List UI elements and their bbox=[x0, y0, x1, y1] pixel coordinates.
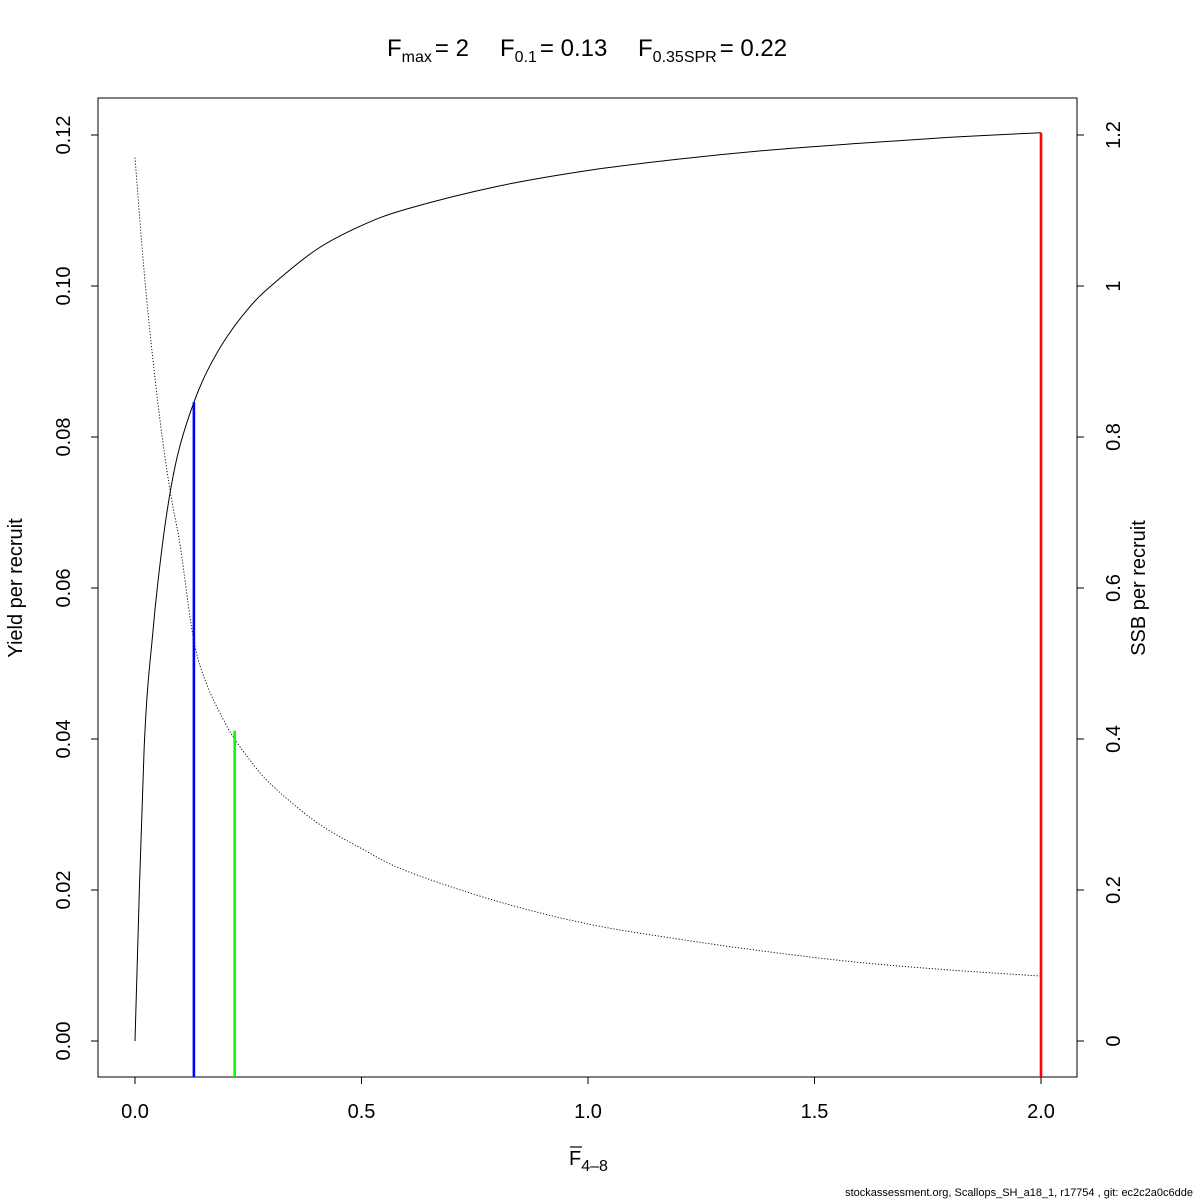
x-axis-title: F4–8 bbox=[569, 1148, 608, 1175]
y-right-tick-label: 0 bbox=[1103, 1035, 1125, 1046]
y-right-tick-label: 0.2 bbox=[1103, 876, 1125, 904]
y-left-tick-label: 0.06 bbox=[53, 569, 75, 608]
y-left-tick-label: 0.00 bbox=[53, 1022, 75, 1061]
y-right-tick-label: 1 bbox=[1103, 280, 1125, 291]
yield-per-recruit-line bbox=[134, 132, 1042, 1042]
y-right-tick-label: 0.6 bbox=[1103, 574, 1125, 602]
title-part-f035spr: F0.35SPR = 0.22 bbox=[638, 35, 787, 66]
reference-lines bbox=[192, 132, 1043, 1077]
y-left-tick-label: 0.08 bbox=[53, 418, 75, 457]
y-right-tick-label: 0.8 bbox=[1103, 423, 1125, 451]
y-left-tick-label: 0.10 bbox=[53, 267, 75, 306]
series-layer bbox=[134, 132, 1042, 1042]
x-tick-label: 0.0 bbox=[121, 1101, 149, 1123]
x-tick-label: 0.5 bbox=[348, 1101, 376, 1123]
y-axis-left: 0.00 0.02 0.04 0.06 0.08 0.10 0.12 bbox=[53, 116, 99, 1061]
footer-credit: stockassessment.org, Scallops_SH_a18_1, … bbox=[845, 1187, 1193, 1199]
title-part-f01: F0.1 = 0.13 bbox=[500, 35, 607, 66]
plot-frame bbox=[97, 97, 1078, 1078]
y-right-tick-label: 1.2 bbox=[1103, 121, 1125, 149]
ssb-per-recruit-line bbox=[134, 157, 1042, 977]
y-left-tick-label: 0.12 bbox=[53, 116, 75, 155]
y-axis-left-title: Yield per recruit bbox=[5, 518, 27, 658]
x-tick-label: 1.5 bbox=[801, 1101, 829, 1123]
x-axis: 0.0 0.5 1.0 1.5 2.0 bbox=[121, 1076, 1055, 1123]
x-tick-label: 1.0 bbox=[574, 1101, 602, 1123]
y-axis-right: 0 0.2 0.4 0.6 0.8 1 1.2 bbox=[1076, 121, 1125, 1047]
title-part-fmax: Fmax = 2 bbox=[387, 35, 469, 66]
chart-title: Fmax = 2 F0.1 = 0.13 F0.35SPR = 0.22 bbox=[387, 35, 787, 66]
y-axis-right-title: SSB per recruit bbox=[1128, 520, 1150, 656]
y-left-tick-label: 0.04 bbox=[53, 720, 75, 759]
x-tick-label: 2.0 bbox=[1027, 1101, 1055, 1123]
y-right-tick-label: 0.4 bbox=[1103, 725, 1125, 753]
y-left-tick-label: 0.02 bbox=[53, 871, 75, 910]
